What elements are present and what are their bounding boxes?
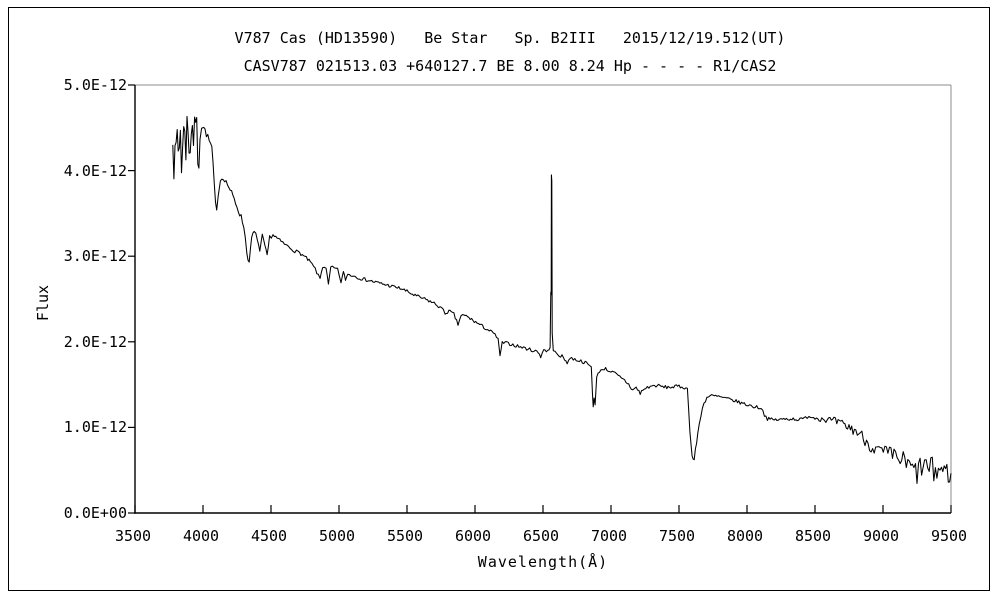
y-tick-label: 4.0E-12 [63,161,127,180]
chart-title-line1: V787 Cas (HD13590) Be Star Sp. B2III 201… [234,29,786,47]
x-tick-label: 4000 [182,527,220,545]
x-tick-label: 5500 [386,527,424,545]
x-tick-label: 9000 [862,527,900,545]
x-tick-label: 4500 [250,527,288,545]
x-tick-label: 6500 [522,527,560,545]
x-tick-label: 8000 [726,527,764,545]
x-tick-label: 7500 [658,527,696,545]
y-tick-label: 2.0E-12 [63,332,127,351]
y-tick-label: 3.0E-12 [63,247,127,266]
spectrum-trace [172,115,952,484]
y-tick-label: 5.0E-12 [63,76,127,94]
x-tick-label: 3500 [114,527,152,545]
x-axis-title: Wavelength(Å) [477,553,609,571]
x-tick-label: 8500 [794,527,832,545]
x-tick-label: 9500 [930,527,968,545]
y-tick-label: 1.0E-12 [63,418,127,437]
x-tick-label: 6000 [454,527,492,545]
x-tick-label: 5000 [318,527,356,545]
y-tick-label: 0.0E+00 [63,504,127,522]
chart-title-line2: CASV787 021513.03 +640127.7 BE 8.00 8.24… [243,57,777,75]
x-tick-label: 7000 [590,527,628,545]
